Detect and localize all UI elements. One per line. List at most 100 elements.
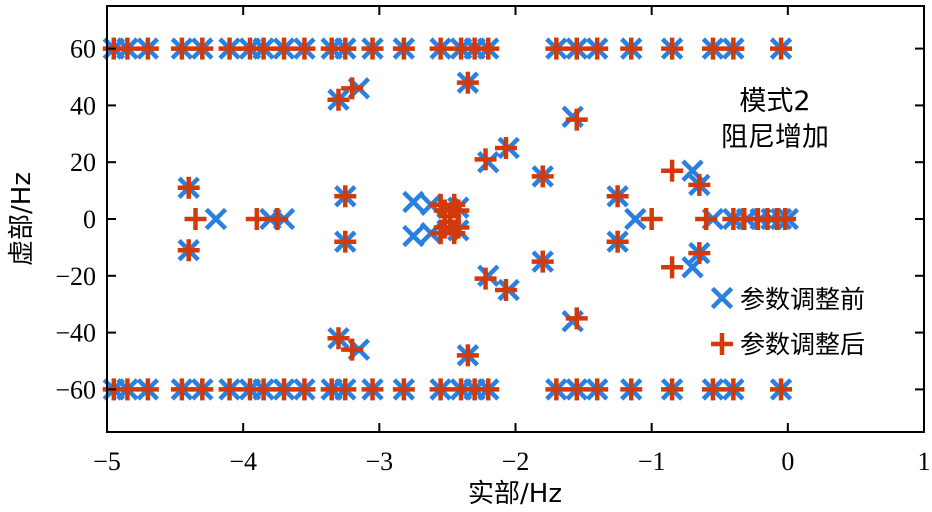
plus-marker-point-53 bbox=[273, 37, 296, 60]
plus-marker-point-54 bbox=[293, 37, 316, 60]
x-marker-point-31 bbox=[624, 207, 647, 231]
legend: 参数调整前 参数调整后 bbox=[710, 285, 865, 359]
y-tick-label: −40 bbox=[55, 319, 96, 348]
plus-marker-point-56 bbox=[334, 37, 357, 60]
plus-marker-point-79 bbox=[273, 378, 296, 401]
plus-marker-point-28 bbox=[531, 250, 554, 273]
plus-marker-point-22 bbox=[456, 344, 479, 367]
x-axis-label: 实部/Hz bbox=[468, 479, 562, 509]
axis-ticks bbox=[106, 6, 925, 432]
plus-marker-point-96 bbox=[770, 378, 793, 401]
x-marker-point-22 bbox=[477, 264, 500, 287]
plus-marker-point-0 bbox=[177, 176, 200, 199]
plus-marker-point-29 bbox=[565, 108, 588, 131]
plus-marker-point-93 bbox=[661, 378, 684, 401]
x-marker-point-11 bbox=[402, 190, 425, 214]
plus-marker-point-38 bbox=[695, 208, 718, 230]
series-after bbox=[102, 37, 797, 401]
plus-marker-point-6 bbox=[334, 230, 357, 253]
x-tick-label: 0 bbox=[781, 447, 794, 476]
plus-marker-point-94 bbox=[701, 378, 724, 401]
plus-marker-point-57 bbox=[361, 37, 384, 60]
plus-marker-point-3 bbox=[245, 208, 268, 230]
plus-marker-point-4 bbox=[266, 208, 289, 230]
plus-marker-point-70 bbox=[770, 37, 793, 60]
plus-marker-point-24 bbox=[474, 267, 497, 290]
plus-marker-point-59 bbox=[429, 37, 452, 60]
plus-marker-point-25 bbox=[494, 137, 517, 159]
plus-marker-point-1 bbox=[177, 239, 200, 262]
plus-marker-point-10 bbox=[341, 338, 364, 361]
x-tick-label: −1 bbox=[638, 447, 666, 476]
plus-marker-point-88 bbox=[477, 378, 500, 401]
plus-marker-point-33 bbox=[640, 208, 663, 230]
legend-x-icon bbox=[710, 286, 734, 310]
plus-marker-point-95 bbox=[722, 378, 745, 401]
plus-marker-point-35 bbox=[661, 256, 684, 279]
plus-marker-point-89 bbox=[545, 378, 568, 401]
plus-marker-point-92 bbox=[620, 378, 643, 401]
mode-annotation-line2: 阻尼增加 bbox=[721, 122, 829, 153]
plus-marker-point-30 bbox=[565, 307, 588, 330]
plus-marker-point-58 bbox=[392, 37, 415, 60]
y-tick-labels: −60 −40 −20 0 20 40 60 bbox=[55, 35, 96, 405]
legend-marker-before bbox=[710, 286, 734, 310]
plus-marker-point-47 bbox=[136, 37, 159, 60]
x-tick-label: −2 bbox=[502, 447, 530, 476]
mode-annotation-line1: 模式2 bbox=[739, 86, 810, 117]
plus-marker-point-7 bbox=[327, 88, 350, 111]
plus-marker-point-68 bbox=[701, 37, 724, 60]
plus-marker-point-36 bbox=[688, 173, 711, 196]
legend-label-after: 参数调整后 bbox=[740, 330, 865, 359]
x-marker-point-21 bbox=[477, 151, 500, 174]
legend-marker-after bbox=[711, 333, 733, 355]
plus-marker-point-2 bbox=[184, 208, 207, 230]
plus-marker-point-91 bbox=[586, 378, 609, 401]
y-tick-label: 20 bbox=[70, 148, 96, 177]
plus-marker-point-23 bbox=[474, 148, 497, 171]
plus-marker-point-63 bbox=[545, 37, 568, 60]
x-tick-label: 1 bbox=[918, 447, 931, 476]
plus-marker-point-20 bbox=[447, 216, 470, 239]
plus-marker-point-73 bbox=[136, 378, 159, 401]
y-tick-label: −60 bbox=[55, 375, 96, 404]
plus-marker-point-90 bbox=[565, 378, 588, 401]
plus-marker-point-9 bbox=[341, 77, 364, 100]
plus-marker-point-75 bbox=[191, 378, 214, 401]
plus-marker-point-5 bbox=[334, 185, 357, 208]
plus-marker-point-82 bbox=[334, 378, 357, 401]
plus-marker-point-62 bbox=[477, 37, 500, 60]
plus-marker-point-80 bbox=[293, 378, 316, 401]
plus-marker-point-66 bbox=[620, 37, 643, 60]
plus-marker-point-65 bbox=[586, 37, 609, 60]
plus-marker-point-32 bbox=[606, 230, 629, 253]
plus-marker-point-27 bbox=[531, 165, 554, 188]
plus-marker-point-37 bbox=[688, 242, 711, 265]
x-tick-label: −3 bbox=[365, 447, 393, 476]
legend-plus-icon bbox=[711, 333, 733, 355]
plus-marker-point-49 bbox=[191, 37, 214, 60]
plus-marker-point-84 bbox=[392, 378, 415, 401]
plus-marker-point-69 bbox=[722, 37, 745, 60]
plus-marker-point-46 bbox=[116, 37, 139, 60]
x-marker-point-12 bbox=[402, 224, 425, 248]
plot-area-frame bbox=[106, 5, 925, 433]
plus-marker-point-31 bbox=[606, 185, 629, 208]
plus-marker-point-21 bbox=[456, 71, 479, 94]
y-tick-label: 0 bbox=[83, 205, 96, 234]
x-tick-label: −4 bbox=[229, 447, 257, 476]
plus-marker-point-74 bbox=[170, 378, 193, 401]
plus-marker-point-8 bbox=[327, 327, 350, 350]
plus-marker-point-52 bbox=[252, 37, 275, 60]
legend-label-before: 参数调整前 bbox=[740, 285, 865, 314]
plus-marker-point-83 bbox=[361, 378, 384, 401]
plus-marker-point-85 bbox=[429, 378, 452, 401]
plus-marker-point-72 bbox=[116, 378, 139, 401]
data-marks bbox=[102, 37, 800, 401]
x-marker-point-2 bbox=[204, 207, 228, 231]
y-tick-label: −20 bbox=[55, 262, 96, 291]
plus-marker-point-76 bbox=[218, 378, 241, 401]
plus-marker-point-78 bbox=[252, 378, 275, 401]
y-axis-label: 虚部/Hz bbox=[7, 172, 37, 266]
x-tick-label: −5 bbox=[93, 447, 121, 476]
